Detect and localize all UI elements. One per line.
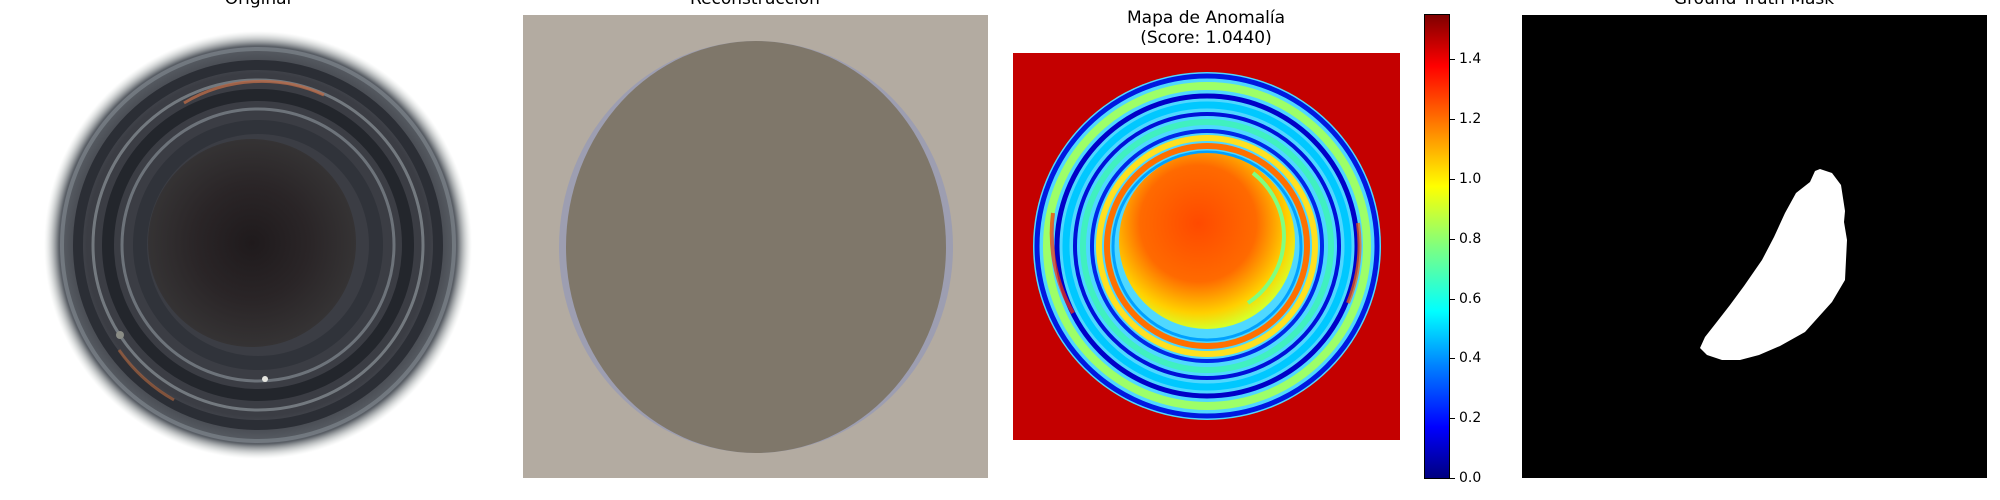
colorbar-tick <box>1449 299 1455 300</box>
colorbar-tick-label: 0.2 <box>1459 410 1482 426</box>
original-image <box>24 15 492 478</box>
reconstruction-disk <box>559 41 953 453</box>
colorbar-tick-label: 0.8 <box>1459 231 1482 247</box>
colorbar <box>1424 14 1450 479</box>
colorbar-tick <box>1449 239 1455 240</box>
colorbar-tick-label: 1.0 <box>1459 171 1482 187</box>
anomaly-map-score: (Score: 1.0440) <box>1140 28 1272 48</box>
anomaly-map-title: Mapa de Anomalía <box>1127 8 1285 28</box>
colorbar-tick-label: 0.6 <box>1459 291 1482 307</box>
colorbar-tick-label: 0.4 <box>1459 350 1482 366</box>
original-title: Original <box>158 0 358 10</box>
colorbar-tick <box>1449 478 1455 479</box>
reconstruction-title: Reconstrucción <box>655 0 855 10</box>
colorbar-tick-label: 1.2 <box>1459 111 1482 127</box>
mask-defect-region <box>1700 169 1847 360</box>
colorbar-tick <box>1449 119 1455 120</box>
colorbar-tick <box>1449 418 1455 419</box>
colorbar-tick-label: 1.4 <box>1459 51 1482 67</box>
colorbar-tick <box>1449 179 1455 180</box>
bottle-photo <box>44 31 472 459</box>
heatmap-rings <box>1033 72 1381 420</box>
colorbar-tick <box>1449 358 1455 359</box>
colorbar-tick-label: 0.0 <box>1459 470 1482 486</box>
ground-truth-title: Ground Truth Mask <box>1654 0 1854 10</box>
ground-truth-mask <box>1522 15 1987 478</box>
anomaly-heatmap <box>1013 53 1400 440</box>
reconstruction-image <box>523 15 988 478</box>
colorbar-tick <box>1449 59 1455 60</box>
